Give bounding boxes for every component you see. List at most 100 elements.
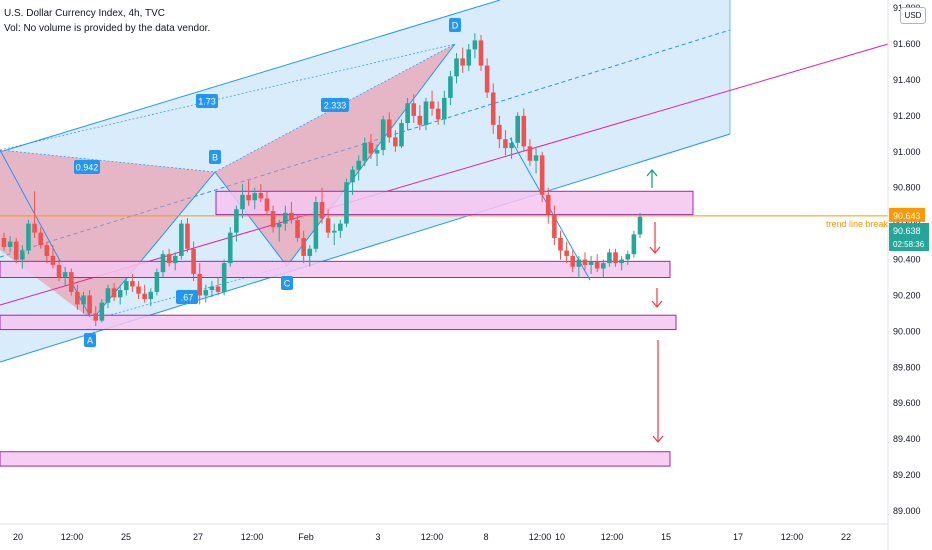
candle-body <box>62 272 68 278</box>
pattern-point-c-badge <box>281 276 293 290</box>
candle-body <box>435 108 441 120</box>
support-zone <box>0 314 677 331</box>
candle-body <box>533 155 539 161</box>
arrow-down-2-head <box>651 300 663 308</box>
price-tick-label: 89.200 <box>893 470 921 480</box>
candle-body <box>319 202 325 219</box>
candle-body <box>1 237 7 247</box>
candle-body <box>26 223 31 251</box>
time-tick-label: 10 <box>555 532 565 542</box>
candle-body <box>160 254 166 273</box>
candle-body <box>32 223 37 233</box>
price-axis[interactable]: 91.80091.60091.40091.20091.00090.80090.6… <box>887 0 932 550</box>
candle-body <box>380 119 386 150</box>
candle-body <box>93 313 99 321</box>
candle-body <box>613 252 618 264</box>
ratio-line-xd <box>0 43 456 151</box>
candle-body <box>594 261 600 269</box>
candle-body <box>99 302 105 321</box>
candle-body <box>331 230 337 233</box>
candle-body <box>374 149 380 154</box>
candle-body <box>258 193 264 199</box>
candle-body <box>509 142 514 149</box>
pattern-point-b-badge <box>209 150 221 164</box>
currency-button[interactable]: USD <box>900 7 926 24</box>
candle-body <box>166 254 172 264</box>
candle-body <box>75 291 80 305</box>
pattern-ratio-label: 1.73 <box>198 97 216 107</box>
candle-body <box>368 142 374 154</box>
candle-body <box>283 212 288 224</box>
candle-body <box>466 49 472 66</box>
candle-body <box>588 261 594 265</box>
candle-body <box>185 223 190 249</box>
time-tick-label: 12:00 <box>781 532 804 542</box>
candle-body <box>276 223 282 228</box>
time-tick-label: 22 <box>841 532 851 542</box>
candle-body <box>20 250 25 260</box>
candle-body <box>619 259 624 264</box>
ratio-line-xb <box>0 149 216 173</box>
candle-body <box>234 209 239 233</box>
pattern-annotations: A B C D 0.942 1.73 .67 2.333 trend line break <box>74 18 889 443</box>
time-tick-label: 17 <box>733 532 743 542</box>
time-tick-label: 3 <box>375 532 380 542</box>
time-axis[interactable]: 20 12:00 25 27 12:00 Feb 3 12:00 8 12:00 10 12:00 15… <box>0 523 888 542</box>
support-zone <box>0 451 671 467</box>
candle-body <box>197 273 202 296</box>
candle-body <box>338 223 343 231</box>
pattern-point-d-badge <box>449 18 461 32</box>
candle-body <box>631 234 637 255</box>
candle-body <box>301 237 306 256</box>
candle-body <box>503 139 508 149</box>
candle-body <box>172 255 178 264</box>
pattern-ratio-badge <box>74 160 100 174</box>
candle-body <box>411 103 417 116</box>
candle-body <box>50 255 56 265</box>
break-price-value: 90.643 <box>893 211 921 221</box>
candle-body <box>405 103 410 124</box>
candle-body <box>252 193 258 201</box>
candlestick-series <box>1 33 643 326</box>
pattern-ratio-label: 0.942 <box>76 163 99 173</box>
price-tick-label: 91.600 <box>893 39 921 49</box>
candle-body <box>13 241 19 260</box>
candle-body <box>521 115 527 147</box>
candle-body <box>270 211 276 228</box>
candle-body <box>87 295 92 314</box>
candle-body <box>601 263 606 269</box>
candle-body <box>362 142 368 161</box>
candle-body <box>552 214 557 238</box>
candle-body <box>81 295 86 305</box>
candle-body <box>515 115 520 143</box>
candle-body <box>215 286 221 292</box>
candle-body <box>497 124 502 140</box>
pattern-point-d-label: D <box>452 21 459 31</box>
candle-body <box>570 255 576 267</box>
price-tick-label: 90.400 <box>893 255 921 265</box>
candle-body <box>386 119 392 138</box>
candle-body <box>545 194 551 215</box>
candle-body <box>124 281 129 291</box>
candle-body <box>539 155 545 195</box>
candle-body <box>564 250 569 256</box>
time-tick-label: 27 <box>193 532 203 542</box>
support-zone <box>0 260 671 279</box>
price-axis-bg <box>888 0 932 550</box>
candle-body <box>179 223 184 256</box>
candle-body <box>154 272 160 292</box>
time-tick-label: 12:00 <box>61 532 84 542</box>
symbol-title: U.S. Dollar Currency Index, 4h, TVC <box>4 8 165 19</box>
price-tick-label: 90.200 <box>893 290 921 300</box>
time-tick-label: 12:00 <box>601 532 624 542</box>
price-tick-label: 91.000 <box>893 147 921 157</box>
candle-body <box>442 97 447 120</box>
candle-body <box>289 212 294 221</box>
candle-body <box>38 232 43 246</box>
candle-body <box>356 160 361 170</box>
price-tick-label: 89.800 <box>893 362 921 372</box>
drawing-overlays <box>0 0 889 467</box>
candle-body <box>399 123 404 147</box>
arrow-down-3-head <box>652 435 664 443</box>
